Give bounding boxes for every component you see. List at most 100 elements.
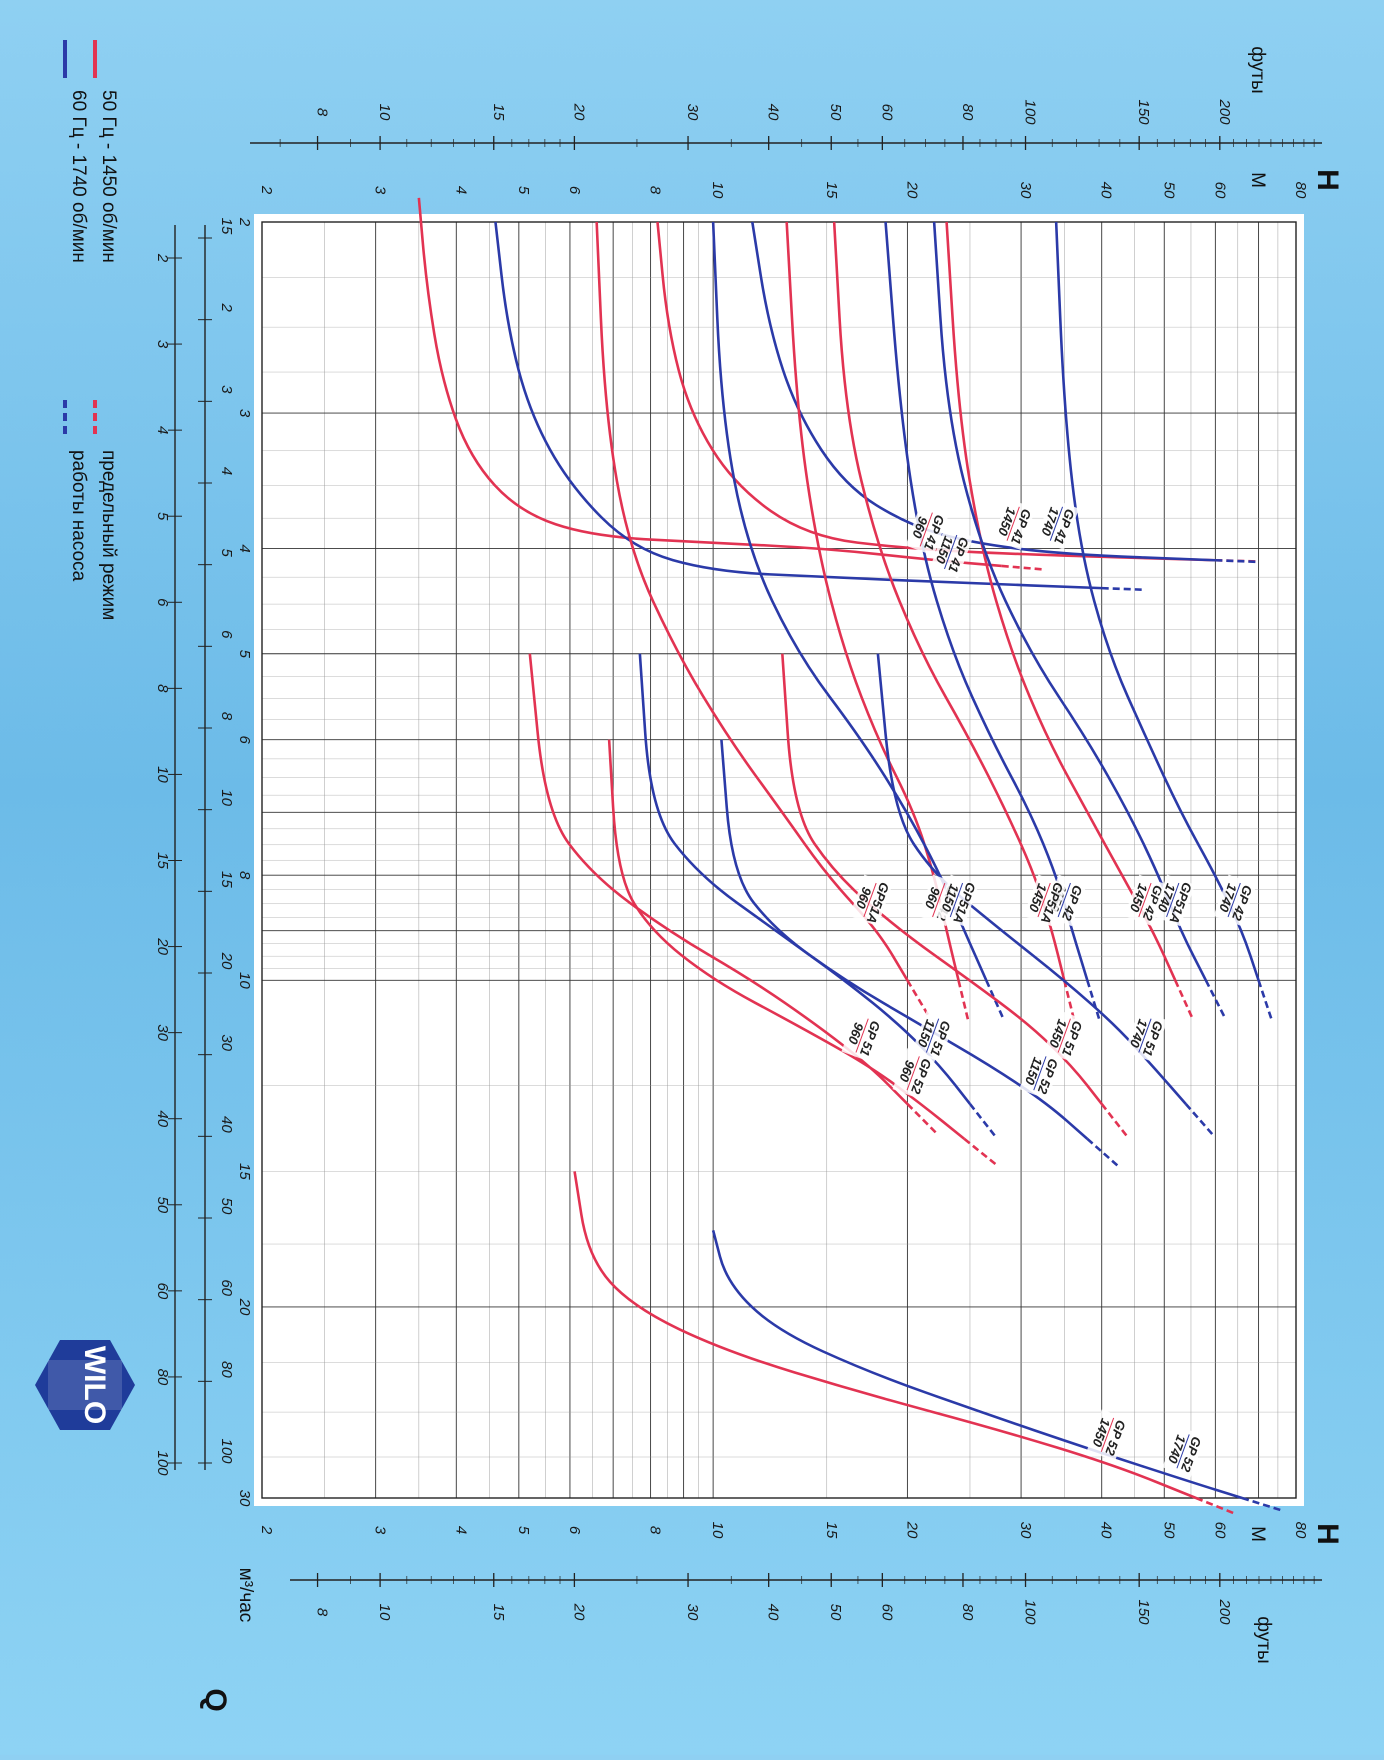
curve-gp51-1450	[781, 653, 1103, 1105]
aux-tick-label-1: 40	[154, 1110, 171, 1127]
aux-tick-label-2: 80	[218, 1361, 235, 1378]
h-tick-label-bottom: 60	[1211, 1522, 1228, 1539]
legend-label: 50 Гц - 1450 об/мин	[98, 90, 119, 263]
aux-tick-label-2: 4	[218, 467, 235, 475]
legend: 50 Гц - 1450 об/мин 60 Гц - 1740 об/мин пр…	[63, 40, 119, 620]
feet-tick-label-bottom: 30	[684, 1604, 701, 1621]
curve-limit-dashed	[1184, 1103, 1214, 1135]
aux-tick-label-1: 80	[154, 1369, 171, 1386]
feet-tick-label-bottom: 200	[1216, 1598, 1233, 1625]
h-tick-label-top: 6	[566, 186, 583, 195]
aux-tick-label-1: 30	[154, 1024, 171, 1041]
feet-tick-label-bottom: 10	[376, 1604, 393, 1621]
h-tick-label-top: 15	[823, 182, 840, 199]
aux-tick-label-1: 8	[154, 684, 171, 693]
curve-gp52-1450	[573, 1171, 1197, 1500]
curve-label-divider	[932, 882, 946, 918]
curve-label-bg	[849, 874, 893, 927]
curve-gp-41-960	[417, 197, 1002, 568]
feet-tick-label-bottom: 60	[878, 1604, 895, 1621]
curve-gp-42-1740	[1054, 221, 1260, 981]
feet-tick-label-top: 50	[827, 104, 844, 121]
h-tick-label-bottom: 15	[823, 1522, 840, 1539]
curve-label-divider	[1037, 882, 1051, 918]
curve-limit-dashed	[1086, 979, 1101, 1019]
curve-limit-dashed	[1195, 1496, 1234, 1515]
h-symbol-top: H	[1311, 169, 1344, 191]
q-tick-label: 10	[236, 972, 253, 989]
curve-gp-41-1150	[494, 221, 1102, 590]
curve-label-divider	[919, 512, 933, 547]
curve-label-rpm: 960	[909, 515, 931, 541]
curve-label-divider	[1057, 882, 1071, 918]
aux-tick-label-2: 60	[218, 1279, 235, 1296]
logo-shape	[35, 1340, 135, 1430]
aux-tick-label-2: 3	[218, 385, 235, 394]
h-tick-label-bottom: 10	[709, 1522, 726, 1539]
legend-label: предельный режим	[98, 450, 119, 620]
curve-limit-dashed	[906, 979, 929, 1016]
curve-gp51a-1450	[832, 221, 1066, 981]
curve-gp-42-1150	[884, 221, 1089, 981]
h-tick-label-top: 50	[1160, 182, 1177, 199]
curve-label-rpm: 960	[922, 885, 944, 911]
rotated-chart: 2233445566881010151520203030404050506060…	[35, 40, 1344, 1712]
aux-tick-label-2: 5	[218, 548, 235, 557]
q-tick-label: 4	[236, 544, 253, 552]
h-tick-label-bottom: 2	[258, 1525, 275, 1535]
q-tick-label: 6	[236, 735, 253, 744]
q-tick-label: 2	[236, 217, 253, 227]
curve-limit-dashed	[1241, 1496, 1281, 1512]
feet-tick-label-top: 60	[878, 104, 895, 121]
feet-tick-label-bottom: 150	[1135, 1599, 1152, 1625]
curve-label-divider	[925, 1018, 940, 1053]
curve-gp51a-1150	[711, 221, 988, 981]
curve-label-bg	[1162, 1425, 1206, 1478]
feet-tick-label-bottom: 80	[959, 1604, 976, 1621]
feet-tick-label-bottom: 50	[827, 1604, 844, 1621]
feet-tick-label-bottom: 40	[765, 1604, 782, 1621]
curve-limit-dashed	[1101, 586, 1142, 591]
feet-tick-label-top: 8	[314, 108, 331, 117]
feet-scale-bottom: 8 10 15 20 30 40 50 60 80 100 150 200	[290, 1573, 1322, 1625]
h-tick-label-bottom: 3	[372, 1526, 389, 1535]
h-tick-label-bottom: 20	[903, 1521, 920, 1539]
curve-label-divider	[1033, 1056, 1047, 1091]
feet-tick-label-top: 200	[1216, 98, 1233, 125]
curve-label-rpm: 960	[853, 885, 875, 911]
curve-label-divider	[1100, 1417, 1115, 1452]
q-tick-label: 15	[236, 1163, 253, 1180]
aux-tick-label-1: 100	[154, 1450, 171, 1476]
brand-logo: WILO	[35, 1340, 135, 1430]
curve-label-divider	[1138, 1018, 1152, 1053]
h-symbol-bottom: H	[1311, 1523, 1344, 1545]
unit-m-bottom: М	[1247, 1526, 1268, 1542]
feet-tick-label-top: 100	[1022, 99, 1039, 125]
aux-tick-label-2: 15	[218, 218, 235, 235]
h-tick-label-bottom: 4	[452, 1526, 469, 1534]
curve-label-bg	[1019, 1047, 1063, 1100]
feet-tick-label-top: 20	[570, 103, 587, 121]
curve-label-rpm: 960	[845, 1021, 867, 1047]
curve-label-bg	[1035, 498, 1079, 550]
h-tick-label-top: 40	[1098, 182, 1115, 199]
feet-tick-label-bottom: 100	[1022, 1599, 1039, 1625]
curve-label-divider	[1049, 506, 1064, 541]
curve-label-bg	[1152, 874, 1196, 927]
h-tick-label-top: 30	[1017, 182, 1034, 199]
plot-background	[254, 214, 1304, 1506]
aux-tick-label-2: 50	[218, 1198, 235, 1215]
curve-gp51a-1740	[932, 221, 1208, 981]
aux-tick-label-1: 6	[154, 598, 171, 607]
curve-limit-dashed	[957, 980, 970, 1020]
h-tick-label-top: 5	[515, 186, 532, 195]
feet-tick-label-top: 80	[959, 104, 976, 121]
h-tick-label-bottom: 6	[566, 1526, 583, 1535]
curve-label-bg	[1023, 874, 1067, 927]
curve-limit-dashed	[906, 1103, 937, 1134]
curve-limit-dashed	[985, 979, 1004, 1018]
h-tick-label-bottom: 8	[647, 1526, 664, 1535]
unit-ft-bottom: футы	[1253, 1616, 1274, 1663]
